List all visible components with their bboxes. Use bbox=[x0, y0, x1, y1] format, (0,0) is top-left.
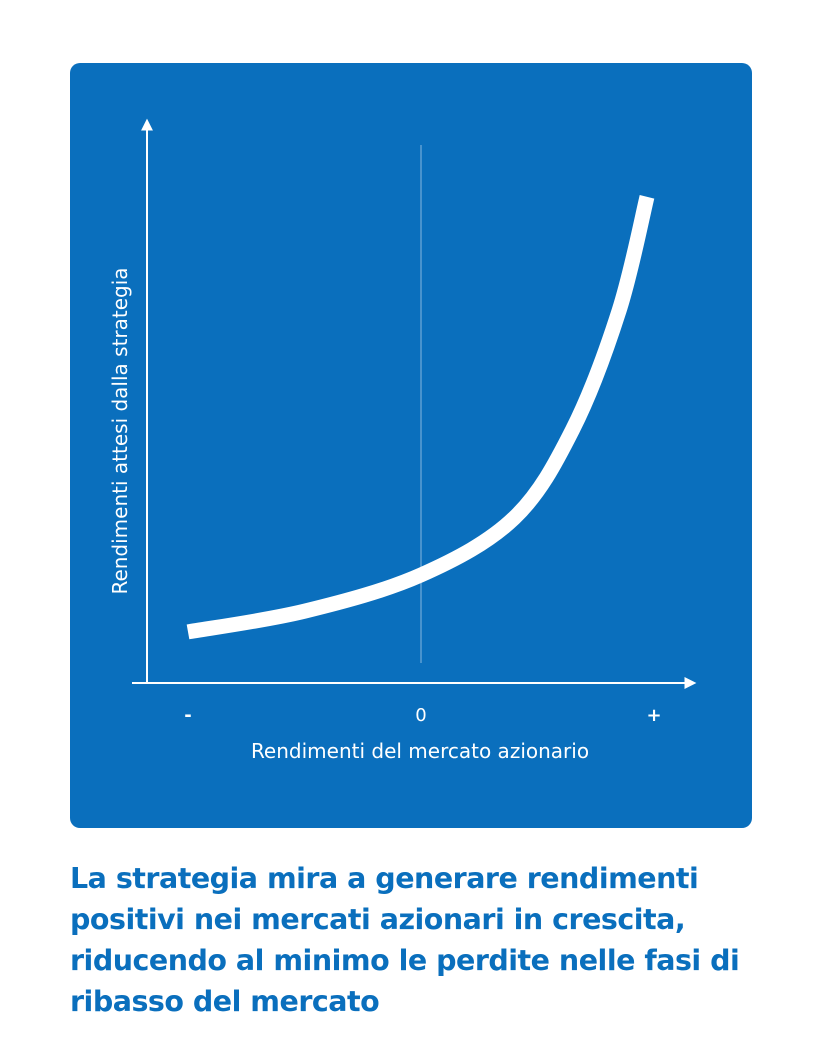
x-tick-label: + bbox=[646, 705, 661, 726]
x-axis-label: Rendimenti del mercato azionario bbox=[250, 739, 590, 763]
chart-svg: Rendimenti attesi dalla strategia - 0 + bbox=[108, 118, 697, 726]
x-tick-label: 0 bbox=[415, 705, 426, 726]
series-line bbox=[186, 195, 655, 640]
y-axis-label: Rendimenti attesi dalla strategia bbox=[108, 267, 132, 594]
chart-panel: Rendimenti attesi dalla strategia - 0 + … bbox=[70, 63, 752, 828]
caption-text: La strategia mira a generare rendimenti … bbox=[70, 862, 740, 1018]
x-tick-label: - bbox=[184, 705, 191, 726]
